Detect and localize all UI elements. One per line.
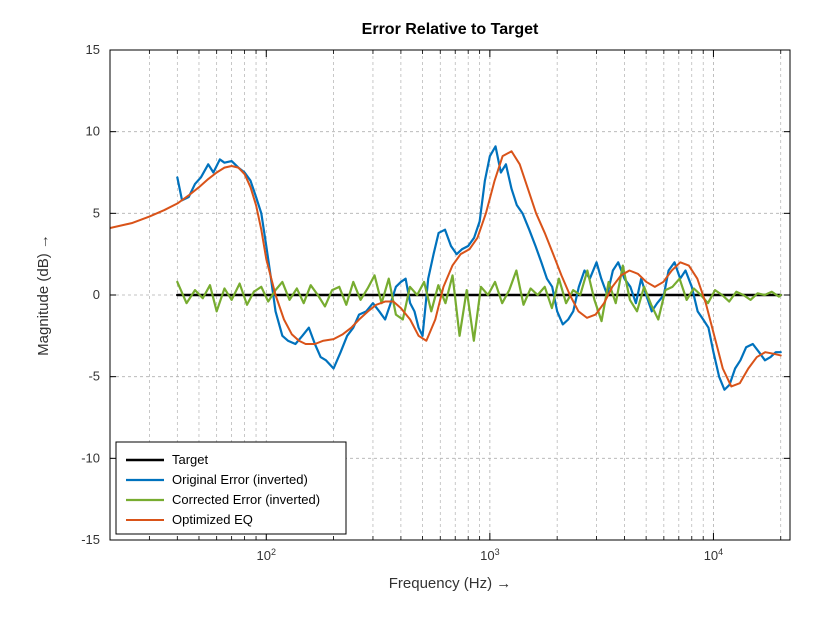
y-tick-label: -10 [81,450,100,465]
y-tick-label: -15 [81,532,100,547]
x-axis-label: Frequency (Hz) → [389,575,512,592]
y-axis-label: Magnitude (dB) → [35,234,52,356]
y-tick-label: 5 [93,205,100,220]
y-tick-label: 10 [86,124,100,139]
y-tick-label: 0 [93,287,100,302]
chart-container: -15-10-5051015102103104Error Relative to… [0,0,840,630]
legend: Target Original Error (inverted) Corrected… [116,442,346,534]
y-tick-label: 15 [86,42,100,57]
legend-item-label: Optimized EQ [172,512,253,527]
legend-item-label: Corrected Error (inverted) [172,492,320,507]
chart-title: Error Relative to Target [362,21,539,38]
legend-item-label: Target [172,452,209,467]
error-chart: -15-10-5051015102103104Error Relative to… [0,0,840,630]
y-tick-label: -5 [88,369,100,384]
legend-item-label: Original Error (inverted) [172,472,308,487]
